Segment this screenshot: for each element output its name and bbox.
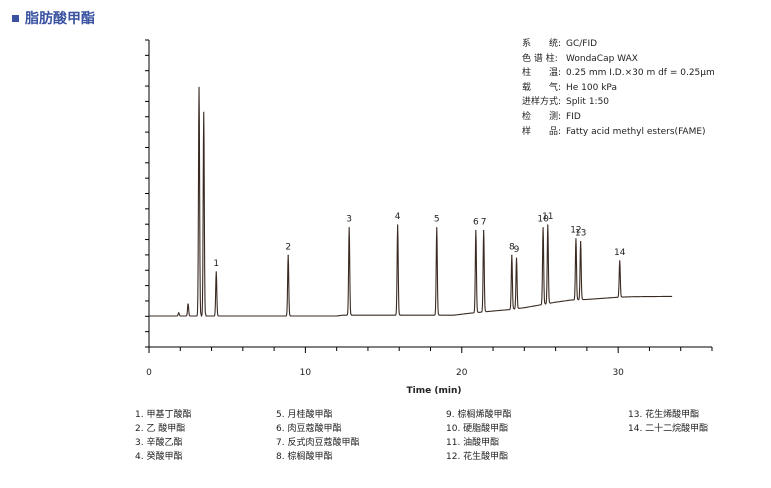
peak-apex-marker	[348, 227, 350, 229]
info-label: 载 气:	[522, 82, 562, 93]
peak-label: 1	[213, 259, 219, 269]
legend-item: 11. 油酸甲酯	[446, 438, 500, 448]
peak-label: 6	[473, 217, 479, 227]
x-axis-title: Time (min)	[407, 386, 462, 396]
peak-apex-marker	[542, 227, 544, 229]
legend-column-1: 1. 甲基丁酸酯 2. 乙 酸甲酯 3. 辛酸乙酯 4. 癸酸甲酯	[135, 408, 191, 464]
legend-column-2: 5. 月桂酸甲酯 6. 肉豆蔻酸甲酯 7. 反式肉豆蔻酸甲酯 8. 棕榈酸甲酯	[276, 408, 359, 464]
info-label: 系 统:	[522, 39, 562, 49]
peak-apex-marker	[547, 224, 549, 226]
peak-label: 12	[570, 226, 581, 236]
info-value: FID	[566, 111, 581, 122]
legend-item: 6. 肉豆蔻酸甲酯	[276, 424, 342, 434]
info-label: 色 谱 柱:	[522, 53, 558, 64]
x-tick-label: 20	[456, 368, 468, 378]
info-row: 系 统: GC/FID	[522, 37, 715, 52]
peak-apex-marker	[575, 238, 577, 240]
page-header: 脂肪酸甲酯	[12, 8, 95, 28]
page-title: 脂肪酸甲酯	[25, 11, 95, 27]
info-value: He 100 kPa	[566, 82, 617, 93]
peak-apex-marker	[436, 227, 438, 229]
legend-item: 12. 花生酸甲酯	[446, 452, 509, 462]
peak-apex-marker	[397, 224, 399, 226]
info-row: 样 品: Fatty acid methyl esters(FAME)	[522, 125, 715, 140]
info-label: 检 测:	[522, 111, 562, 122]
legend-item: 2. 乙 酸甲酯	[135, 424, 186, 434]
legend-column-4: 13. 花生烯酸甲酯 14. 二十二烷酸甲酯	[628, 408, 708, 436]
legend-item: 4. 癸酸甲酯	[135, 452, 183, 462]
info-row: 载 气: He 100 kPa	[522, 81, 715, 96]
info-label: 样 品:	[522, 126, 562, 137]
peak-label: 14	[614, 248, 626, 258]
peak-label: 8	[509, 242, 515, 252]
legend-item: 14. 二十二烷酸甲酯	[628, 424, 709, 434]
peak-apex-marker	[483, 229, 485, 232]
legend-item: 9. 棕榈烯酸甲酯	[446, 410, 512, 420]
peak-apex-marker	[215, 271, 217, 273]
legend-item: 13. 花生烯酸甲酯	[628, 410, 700, 420]
chromatogram-trace-group	[149, 86, 673, 318]
info-value: WondaCap WAX	[566, 53, 638, 64]
info-row: 进样方式: Split 1:50	[522, 95, 715, 110]
peak-apex-marker	[475, 229, 477, 232]
info-row: 柱 温: 0.25 mm I.D.×30 m df = 0.25μm	[522, 66, 715, 81]
peak-label: 11	[542, 212, 553, 222]
peak-label: 5	[434, 215, 440, 225]
chart-axes: 0 10 20 30	[145, 39, 713, 378]
peak-apex-marker	[287, 254, 289, 256]
peak-label: 4	[395, 212, 401, 222]
peak-label: 3	[346, 215, 352, 225]
legend-column-3: 9. 棕榈烯酸甲酯 10. 硬脂酸甲酯 11. 油酸甲酯 12. 花生酸甲酯	[446, 408, 511, 464]
info-row: 色 谱 柱: WondaCap WAX	[522, 52, 715, 67]
chromatogram-trace	[149, 86, 673, 318]
legend-item: 1. 甲基丁酸酯	[135, 410, 192, 420]
info-label: 进样方式:	[522, 97, 562, 108]
info-value: GC/FID	[566, 39, 598, 49]
info-value: Split 1:50	[566, 97, 610, 108]
x-tick-label: 0	[146, 368, 152, 378]
info-row: 检 测: FID	[522, 110, 715, 125]
square-bullet-icon	[12, 14, 19, 22]
info-value: Fatty acid methyl esters(FAME)	[566, 126, 706, 137]
peak-label: 7	[481, 217, 487, 227]
peak-apex-marker	[619, 260, 621, 262]
legend-item: 5. 月桂酸甲酯	[276, 410, 333, 420]
legend-item: 3. 辛酸乙酯	[135, 438, 183, 448]
peak-apex-marker	[515, 257, 518, 259]
peak-label: 10	[537, 215, 549, 225]
legend-item: 7. 反式肉豆蔻酸甲酯	[276, 438, 360, 448]
peak-label: 13	[575, 228, 586, 238]
info-value: 0.25 mm I.D.×30 m df = 0.25μm	[566, 68, 715, 79]
peak-apex-marker	[511, 254, 513, 256]
peak-label: 9	[514, 245, 520, 255]
method-info-block: 系 统: GC/FID 色 谱 柱: WondaCap WAX 柱 温: 0.25 mm …	[522, 37, 715, 139]
x-tick-label: 10	[300, 368, 312, 378]
legend-item: 8. 棕榈酸甲酯	[276, 452, 333, 462]
info-label: 柱 温:	[522, 68, 562, 79]
peak-apex-marker	[580, 240, 582, 243]
peak-label: 2	[285, 242, 291, 252]
legend-item: 10. 硬脂酸甲酯	[446, 424, 509, 434]
x-tick-label: 30	[612, 368, 624, 378]
